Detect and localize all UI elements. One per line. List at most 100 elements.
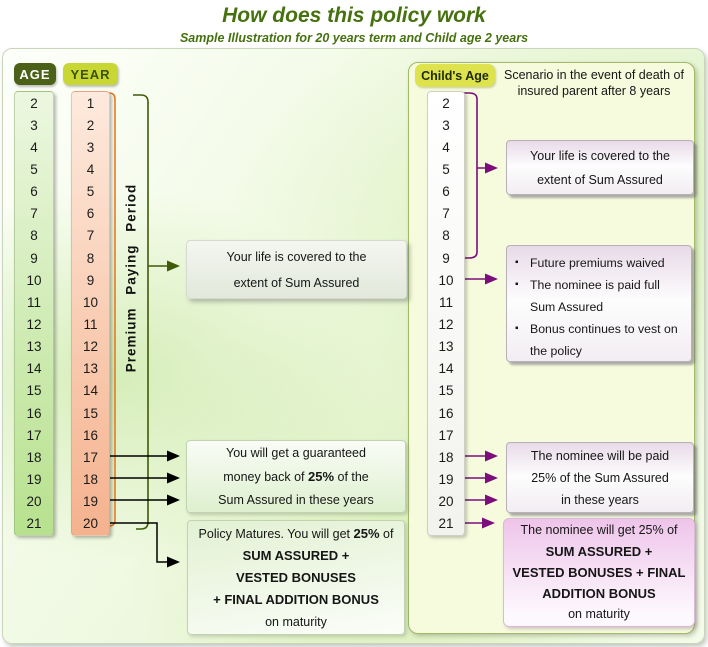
year-cell: 15 <box>82 405 99 421</box>
year-cell: 6 <box>86 206 95 222</box>
year-cell: 7 <box>86 228 95 244</box>
age-cell: 20 <box>26 494 42 510</box>
year-cell: 11 <box>83 316 98 332</box>
age-cell: 13 <box>26 339 42 355</box>
child-age-cell: 2 <box>442 95 450 111</box>
child-age-cell: 7 <box>442 206 450 222</box>
page-subtitle: Sample Illustration for 20 years term an… <box>179 31 529 45</box>
age-cell: 17 <box>26 427 42 443</box>
life-cover-box: Your life is covered to the extent of Su… <box>186 240 407 299</box>
age-cell: 11 <box>26 294 41 310</box>
child-age-cell: 13 <box>438 339 454 355</box>
year-cell: 16 <box>82 427 99 443</box>
child-age-cell: 5 <box>442 161 450 177</box>
year-cell: 17 <box>82 449 99 465</box>
age-cell: 6 <box>30 184 38 200</box>
age-cell: 3 <box>30 117 38 133</box>
bullet-icon: ▪ <box>515 323 519 334</box>
child-age-cell: 9 <box>442 250 450 266</box>
year-cell: 1 <box>86 95 95 111</box>
age-cell: 7 <box>30 206 38 222</box>
death-benefit-item: ▪ Bonus continues to vest on the policy <box>515 318 683 362</box>
life-cover-line1: Your life is covered to the <box>226 249 367 264</box>
scenario-heading: Scenario in the event of death of insure… <box>504 68 684 98</box>
nominee-money-back-line3: in these years <box>561 492 639 507</box>
nominee-money-back-line1: The nominee will be paid <box>530 448 670 463</box>
year-column: 1 2 3 4 5 6 7 8 9 10 11 12 13 14 15 16 17 18 19 20 <box>71 91 110 536</box>
nominee-maturity-line5: on maturity <box>568 607 630 621</box>
age-cell: 19 <box>26 471 42 487</box>
child-age-cell: 21 <box>438 516 454 532</box>
child-age-cell: 18 <box>438 449 454 465</box>
maturity-line3: VESTED BONUSES <box>236 569 356 585</box>
age-cell: 16 <box>26 405 42 421</box>
age-cell: 9 <box>30 250 38 266</box>
year-cell: 5 <box>86 184 95 200</box>
age-cell: 8 <box>30 228 38 244</box>
year-cell: 9 <box>86 272 95 288</box>
child-age-cell: 19 <box>438 471 454 487</box>
child-age-cell: 15 <box>438 383 454 399</box>
child-age-cell: 10 <box>438 272 454 288</box>
year-cell: 20 <box>82 516 99 532</box>
child-age-cell: 14 <box>438 361 454 377</box>
year-cell: 19 <box>82 494 99 510</box>
child-age-cell: 12 <box>438 316 454 332</box>
age-cell: 12 <box>26 316 42 332</box>
year-cell: 8 <box>86 250 95 266</box>
age-cell: 18 <box>26 449 42 465</box>
age-cell: 15 <box>26 383 42 399</box>
nominee-maturity-line2: SUM ASSURED + <box>545 544 653 559</box>
premium-paying-period-label: Premium Paying Period <box>123 183 139 373</box>
policy-maturity-box: Policy Matures. You will get 25% of SUM … <box>187 520 405 635</box>
nominee-money-back-line2: 25% of the Sum Assured <box>531 470 669 485</box>
child-age-cell: 11 <box>438 294 453 310</box>
maturity-line5: on maturity <box>265 614 327 629</box>
age-cell: 10 <box>26 272 42 288</box>
death-benefit-item: ▪ The nominee is paid full Sum Assured <box>515 274 683 318</box>
death-benefit-item: ▪ Future premiums waived <box>515 252 683 274</box>
child-age-cell: 17 <box>438 427 454 443</box>
age-column: 2 3 4 5 6 7 8 9 10 11 12 13 14 15 16 17 18 19 20 21 <box>14 91 54 536</box>
child-life-cover-box: Your life is covered to the extent of Su… <box>506 140 694 195</box>
nominee-maturity-line3: VESTED BONUSES + FINAL <box>512 565 686 580</box>
year-cell: 14 <box>82 383 99 399</box>
bullet-icon: ▪ <box>515 257 519 268</box>
page-title: How does this policy work <box>222 4 486 27</box>
death-benefits-box: ▪ Future premiums waived ▪ The nominee i… <box>506 245 692 362</box>
child-age-cell: 6 <box>442 184 450 200</box>
year-cell: 4 <box>86 161 95 177</box>
money-back-line1: You will get a guaranteed <box>226 445 366 460</box>
child-age-cell: 20 <box>438 494 454 510</box>
year-cell: 13 <box>82 361 99 377</box>
maturity-line4: + FINAL ADDITION BONUS <box>213 591 379 607</box>
money-back-line3: Sum Assured in these years <box>218 492 374 507</box>
age-cell: 2 <box>30 95 38 111</box>
year-cell: 12 <box>82 339 99 355</box>
child-age-cell: 8 <box>442 228 450 244</box>
childs-age-column-header: Child's Age <box>415 64 495 87</box>
age-cell: 4 <box>30 139 38 155</box>
nominee-maturity-line1: The nominee will get 25% of <box>520 523 678 537</box>
maturity-line1: Policy Matures. You will get 25% of <box>198 525 394 541</box>
childs-age-column: 2 3 4 5 6 7 8 9 10 11 12 13 14 15 16 17 18 19 20 21 <box>427 91 465 536</box>
money-back-box: You will get a guaranteed money back of … <box>186 440 406 513</box>
nominee-maturity-line4: ADDITION BONUS <box>542 586 656 601</box>
age-cell: 5 <box>30 161 38 177</box>
age-cell: 14 <box>26 361 42 377</box>
child-life-cover-line1: Your life is covered to the <box>530 148 670 163</box>
bullet-icon: ▪ <box>515 279 519 290</box>
year-column-header: YEAR <box>63 63 118 85</box>
age-cell: 21 <box>26 516 42 532</box>
age-column-header: AGE <box>14 63 56 85</box>
money-back-line2: money back of 25% of the <box>223 468 369 484</box>
child-age-cell: 4 <box>442 139 450 155</box>
nominee-maturity-box: The nominee will get 25% of SUM ASSURED … <box>503 518 695 627</box>
nominee-money-back-box: The nominee will be paid 25% of the Sum … <box>506 442 694 513</box>
year-cell: 18 <box>82 471 99 487</box>
child-age-cell: 16 <box>438 405 454 421</box>
maturity-line2: SUM ASSURED + <box>242 547 350 563</box>
life-cover-line2: extent of Sum Assured <box>233 275 360 290</box>
year-cell: 10 <box>82 294 99 310</box>
year-cell: 2 <box>86 117 95 133</box>
